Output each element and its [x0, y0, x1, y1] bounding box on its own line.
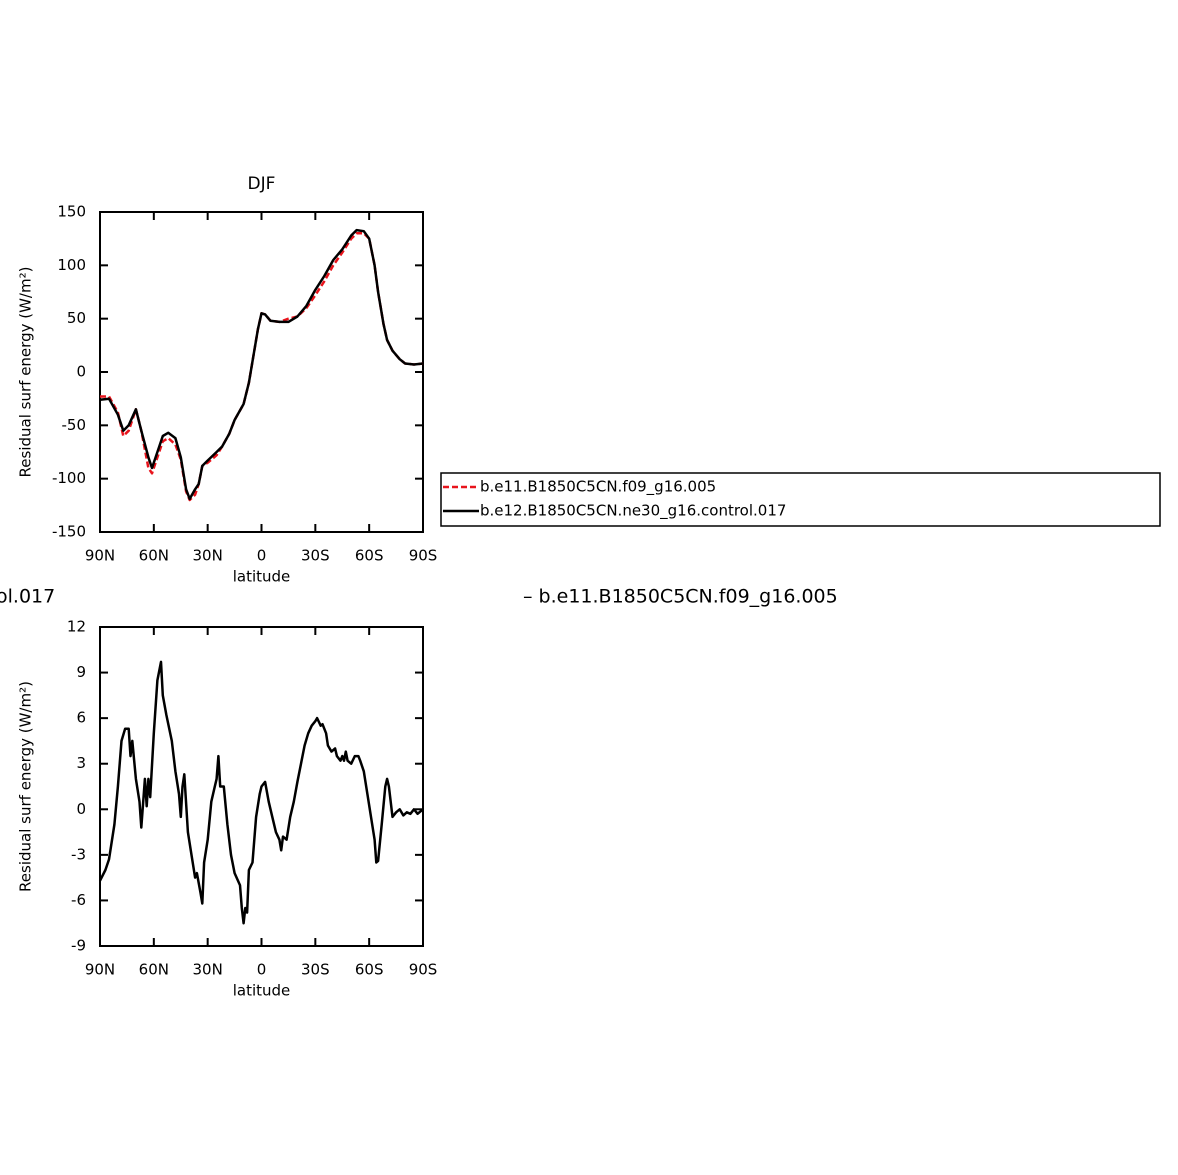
y-tick-label: 0 [76, 363, 86, 381]
legend-label: b.e12.B1850C5CN.ne30_g16.control.017 [480, 502, 786, 521]
y-tick-label: -6 [71, 891, 86, 909]
y-tick-label: -9 [71, 937, 86, 955]
annotation: – b.e11.B1850C5CN.f09_g16.005 [523, 586, 838, 608]
legend-label: b.e11.B1850C5CN.f09_g16.005 [480, 478, 716, 497]
y-tick-label: -100 [52, 469, 86, 487]
x-tick-label: 90S [409, 547, 438, 565]
y-tick-label: 50 [67, 309, 86, 327]
y-tick-label: 0 [76, 800, 86, 818]
y-tick-label: 150 [57, 203, 86, 221]
x-tick-label: 0 [257, 547, 267, 565]
series-line [99, 228, 424, 501]
y-tick-label: 6 [76, 709, 86, 727]
x-axis-label: latitude [233, 568, 291, 586]
x-tick-label: 30S [301, 961, 330, 979]
x-tick-label: 60N [139, 547, 169, 565]
x-tick-label: 30N [193, 547, 223, 565]
y-tick-label: 9 [76, 663, 86, 681]
x-tick-label: 60S [355, 547, 384, 565]
x-tick-label: 90N [85, 961, 115, 979]
y-tick-label: 12 [67, 618, 86, 636]
x-tick-label: 60N [139, 961, 169, 979]
x-tick-label: 30S [301, 547, 330, 565]
annotation: ol.017 [0, 586, 55, 608]
y-tick-label: -150 [52, 523, 86, 541]
x-tick-label: 30N [193, 961, 223, 979]
y-tick-label: 3 [76, 754, 86, 772]
chart-title: DJF [248, 174, 276, 194]
x-tick-label: 90N [85, 547, 115, 565]
data-line [98, 660, 424, 925]
y-tick-label: 100 [57, 256, 86, 274]
legend-box [440, 472, 1161, 527]
y-tick-label: -50 [62, 416, 87, 434]
x-axis-label: latitude [233, 982, 291, 1000]
x-tick-label: 60S [355, 961, 384, 979]
x-tick-label: 90S [409, 961, 438, 979]
y-tick-label: -3 [71, 845, 86, 863]
y-axis-label: Residual surf energy (W/m²) [17, 681, 35, 892]
y-axis-label: Residual surf energy (W/m²) [17, 267, 35, 478]
x-tick-label: 0 [257, 961, 267, 979]
